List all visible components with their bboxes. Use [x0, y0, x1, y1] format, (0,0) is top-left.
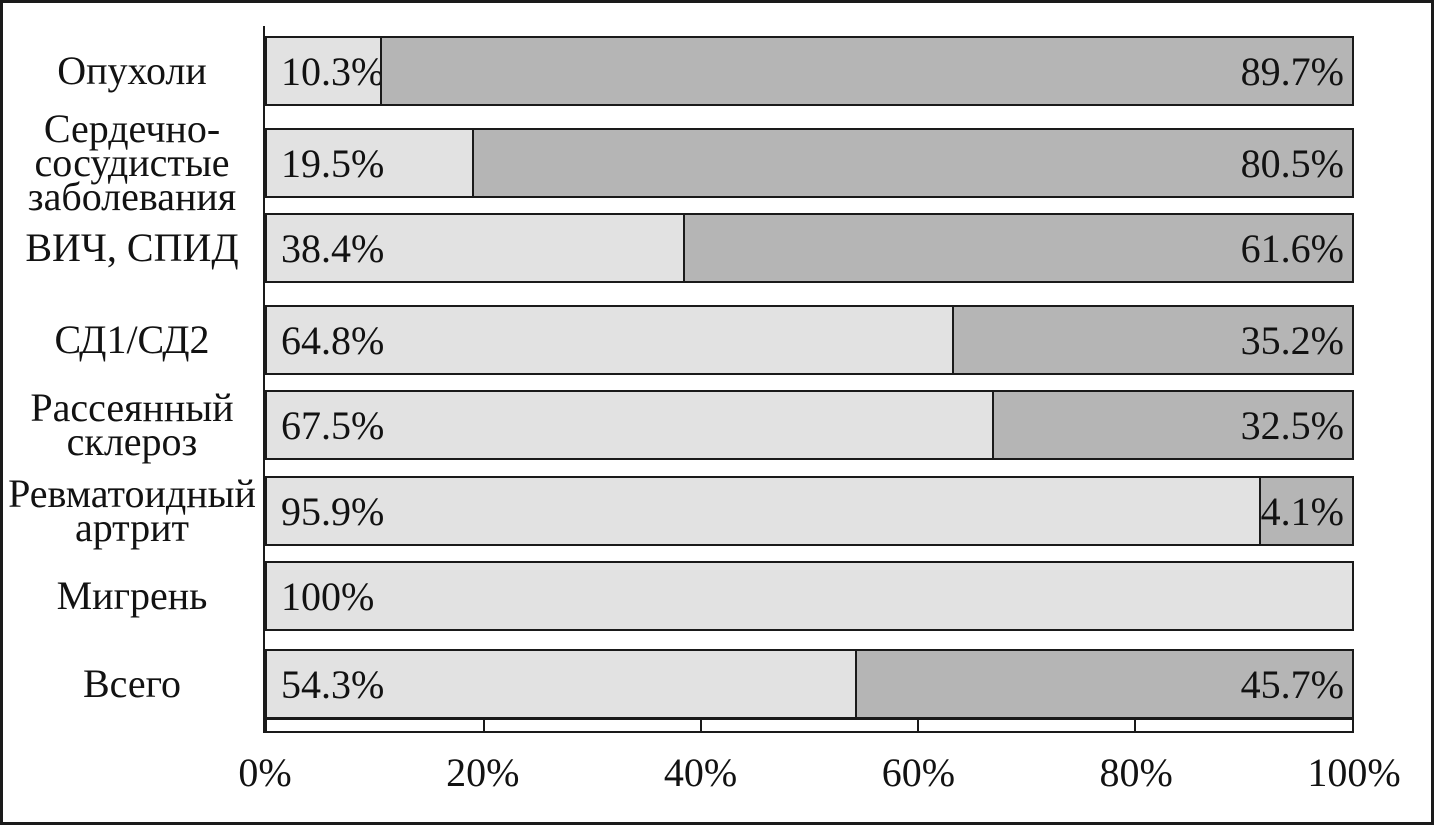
bar-segment-light: 67.5% — [267, 392, 992, 458]
bar-segment-dark: 4.1% — [1258, 478, 1352, 544]
bar-segment-dark: 32.5% — [991, 392, 1352, 458]
segment-value-label: 19.5% — [281, 140, 385, 186]
stacked-bar: 19.5% 80.5% — [265, 128, 1354, 198]
axis-tick-mark — [917, 720, 919, 731]
segment-value-label: 45.7% — [1240, 661, 1344, 707]
bar-segment-dark: 35.2% — [951, 307, 1352, 373]
category-label-line: склероз — [66, 419, 198, 464]
segment-value-label: 61.6% — [1240, 225, 1344, 271]
category-label-line: сосудистые — [34, 140, 230, 185]
x-tick-label: 60% — [881, 750, 956, 795]
category-label-line: Мигрень — [56, 573, 208, 618]
bar-segment-dark: 61.6% — [682, 215, 1352, 281]
category-label-line: Рассеянный — [30, 385, 234, 430]
category-label: Ревматоидный артрит — [3, 471, 261, 550]
segment-value-label: 35.2% — [1240, 317, 1344, 363]
category-label: СД1/СД2 — [3, 305, 261, 375]
category-label-line: Сердечно- — [43, 106, 221, 151]
category-label: Рассеянный склероз — [3, 385, 261, 464]
category-label: ВИЧ, СПИД — [3, 213, 261, 283]
bar-segment-dark: 45.7% — [855, 651, 1352, 717]
stacked-bar: 10.3% 89.7% — [265, 36, 1354, 106]
x-tick-label: 80% — [1099, 750, 1173, 795]
segment-value-label: 64.8% — [281, 317, 385, 363]
bar-segment-light: 100% — [267, 563, 1352, 629]
bar-segment-light: 54.3% — [267, 651, 856, 717]
stacked-bar: 38.4% 61.6% — [265, 213, 1354, 283]
bar-segment-dark: 89.7% — [379, 38, 1352, 104]
bar-segment-light: 10.3% — [267, 38, 384, 104]
category-label-line: артрит — [74, 505, 190, 550]
stacked-bar: 54.3% 45.7% — [265, 649, 1354, 719]
bar-segment-light: 64.8% — [267, 307, 952, 373]
axis-tick-mark — [483, 720, 485, 731]
category-label-line: ВИЧ, СПИД — [25, 225, 239, 270]
segment-value-label: 10.3% — [281, 48, 385, 94]
x-tick-label: 0% — [238, 750, 292, 795]
x-tick-label: 20% — [446, 750, 520, 795]
bar-segment-light: 38.4% — [267, 215, 683, 281]
category-label-line: Опухоли — [57, 48, 207, 93]
x-axis-strip — [265, 718, 1354, 733]
segment-value-label: 100% — [281, 573, 375, 619]
category-label-line: заболевания — [27, 174, 237, 219]
stacked-bar: 67.5% 32.5% — [265, 390, 1354, 460]
segment-value-label: 54.3% — [281, 661, 385, 707]
category-label: Всего — [3, 649, 261, 719]
category-label: Сердечно-сосудистые заболевания — [3, 109, 261, 217]
category-label-line: СД1/СД2 — [54, 317, 210, 362]
bar-segment-light: 95.9% — [267, 478, 1259, 544]
stacked-bar: 95.9% 4.1% — [265, 476, 1354, 546]
y-axis-line — [263, 26, 265, 733]
x-tick-label: 100% — [1307, 750, 1401, 795]
axis-tick-mark — [1134, 720, 1136, 731]
segment-value-label: 67.5% — [281, 402, 385, 448]
axis-tick-mark — [700, 720, 702, 731]
x-tick-label: 40% — [663, 750, 738, 795]
stacked-bar: 100% — [265, 561, 1354, 631]
segment-value-label: 89.7% — [1240, 48, 1344, 94]
segment-value-label: 38.4% — [281, 225, 385, 271]
category-label-line: Всего — [82, 661, 182, 706]
category-label: Опухоли — [3, 36, 261, 106]
segment-value-label: 32.5% — [1240, 402, 1344, 448]
category-label: Мигрень — [3, 561, 261, 631]
segment-value-label: 95.9% — [281, 488, 385, 534]
category-label-line: Ревматоидный — [8, 471, 256, 516]
segment-value-label: 4.1% — [1260, 488, 1344, 534]
stacked-bar: 64.8% 35.2% — [265, 305, 1354, 375]
segment-value-label: 80.5% — [1240, 140, 1344, 186]
bar-segment-light: 19.5% — [267, 130, 473, 196]
bar-segment-dark: 80.5% — [472, 130, 1352, 196]
